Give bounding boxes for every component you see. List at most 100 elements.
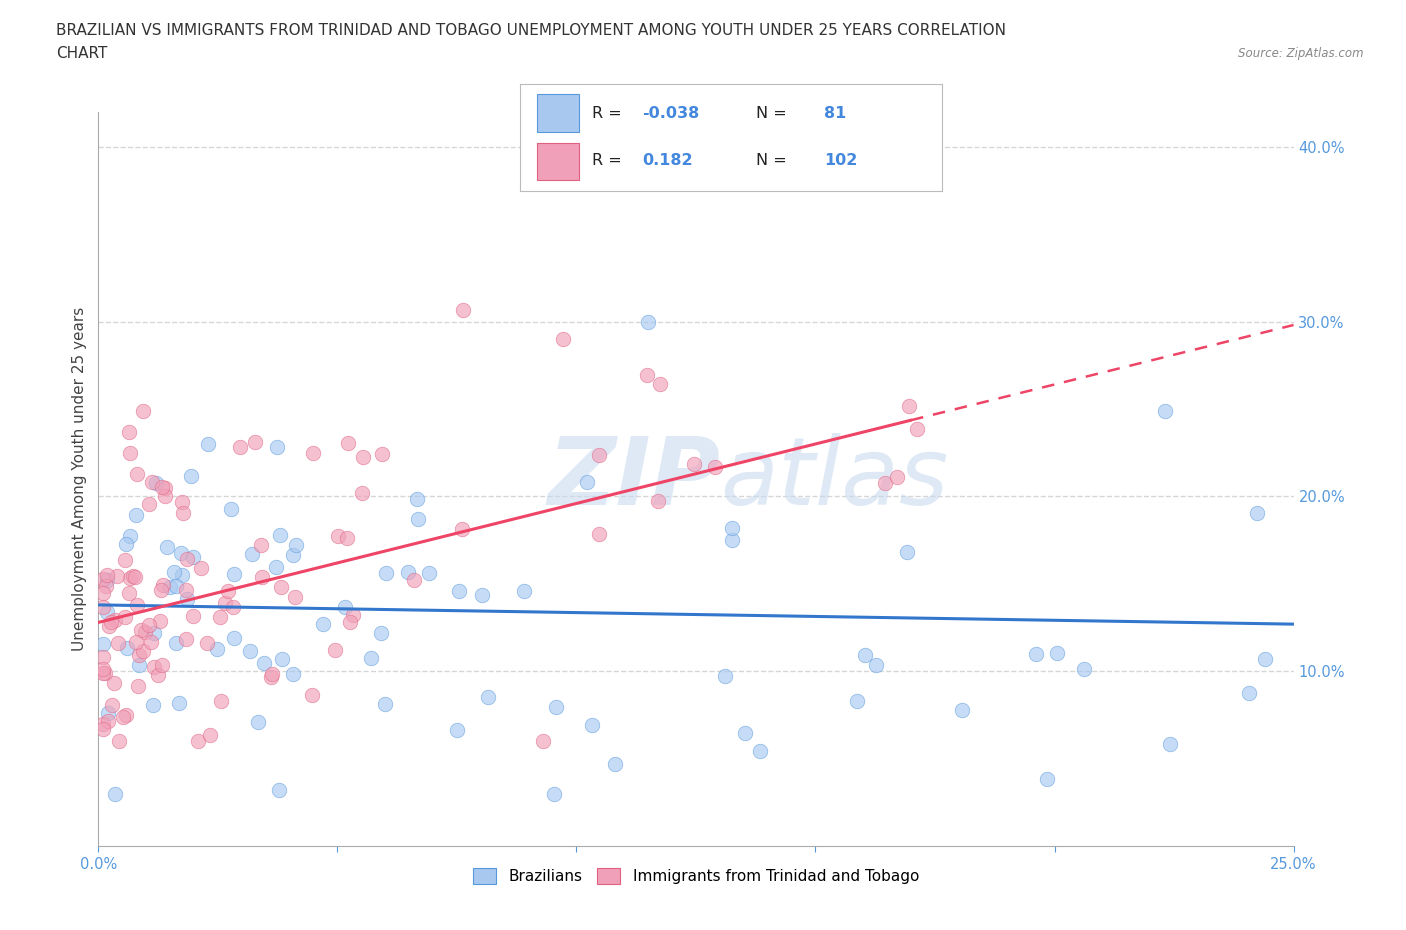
Point: [150, 583, 173, 598]
Point: [352, 449, 374, 464]
Point: [205, 642, 228, 657]
Point: [128, 658, 150, 672]
Point: [146, 668, 169, 683]
Point: [873, 476, 896, 491]
Point: [125, 508, 148, 523]
Point: [180, 469, 202, 484]
Point: [97, 705, 120, 720]
Point: [165, 636, 187, 651]
Point: [124, 634, 146, 649]
Point: [100, 698, 122, 712]
Point: [132, 644, 155, 658]
Point: [153, 480, 176, 495]
Point: [219, 501, 242, 516]
Point: [97, 618, 120, 633]
Point: [865, 658, 887, 672]
Point: [1237, 685, 1260, 700]
Point: [543, 787, 565, 802]
Point: [269, 527, 291, 542]
Point: [152, 578, 174, 592]
Point: [253, 656, 276, 671]
Point: [118, 425, 141, 440]
Point: [1046, 645, 1069, 660]
Point: [91, 661, 114, 676]
Point: [245, 434, 267, 449]
Point: [141, 474, 163, 489]
Point: [451, 303, 474, 318]
Point: [333, 600, 356, 615]
Point: [250, 538, 273, 552]
Point: [471, 587, 494, 602]
Point: [240, 547, 263, 562]
Point: [150, 480, 173, 495]
Point: [97, 713, 120, 728]
Point: [209, 609, 232, 624]
Point: [374, 565, 396, 580]
Point: [217, 583, 239, 598]
Point: [124, 569, 146, 584]
Point: [125, 597, 148, 612]
Point: [683, 457, 706, 472]
Point: [447, 583, 470, 598]
Point: [284, 538, 307, 552]
Point: [406, 491, 429, 506]
Point: [734, 725, 756, 740]
Point: [264, 559, 287, 574]
Point: [374, 697, 396, 711]
Point: [336, 531, 359, 546]
Point: [100, 614, 122, 629]
Point: [1254, 651, 1277, 666]
Point: [145, 475, 167, 490]
Point: [853, 647, 876, 662]
Text: R =: R =: [592, 153, 627, 167]
Point: [896, 544, 918, 559]
Text: 81: 81: [824, 106, 846, 121]
Point: [588, 447, 610, 462]
Point: [720, 521, 742, 536]
Point: [183, 550, 205, 565]
Point: [170, 567, 193, 582]
Point: [128, 647, 150, 662]
Point: [195, 636, 218, 651]
Point: [250, 569, 273, 584]
Point: [114, 552, 136, 567]
Point: [187, 734, 209, 749]
Point: [104, 613, 127, 628]
Point: [181, 608, 204, 623]
Point: [107, 734, 129, 749]
Point: [513, 584, 536, 599]
Point: [239, 644, 262, 658]
Point: [898, 399, 921, 414]
Point: [91, 716, 114, 731]
Point: [172, 495, 194, 510]
Point: [138, 497, 160, 512]
Text: Source: ZipAtlas.com: Source: ZipAtlas.com: [1239, 46, 1364, 60]
Point: [637, 314, 659, 329]
Point: [302, 445, 325, 460]
Point: [350, 485, 373, 500]
Point: [650, 377, 672, 392]
Point: [360, 651, 382, 666]
Point: [118, 528, 141, 543]
Point: [281, 548, 304, 563]
Point: [605, 757, 627, 772]
Point: [103, 676, 125, 691]
Point: [266, 440, 288, 455]
Point: [342, 607, 364, 622]
Point: [143, 625, 166, 640]
Point: [115, 707, 138, 722]
Point: [337, 436, 360, 451]
Point: [704, 459, 727, 474]
Point: [229, 439, 252, 454]
Point: [1035, 772, 1057, 787]
Point: [121, 568, 143, 583]
Text: 0.182: 0.182: [643, 153, 693, 167]
Point: [197, 437, 219, 452]
Point: [167, 696, 190, 711]
Point: [129, 622, 152, 637]
Point: [94, 666, 117, 681]
Point: [107, 636, 129, 651]
Point: [96, 604, 118, 619]
Point: [531, 734, 554, 749]
Point: [150, 658, 173, 672]
